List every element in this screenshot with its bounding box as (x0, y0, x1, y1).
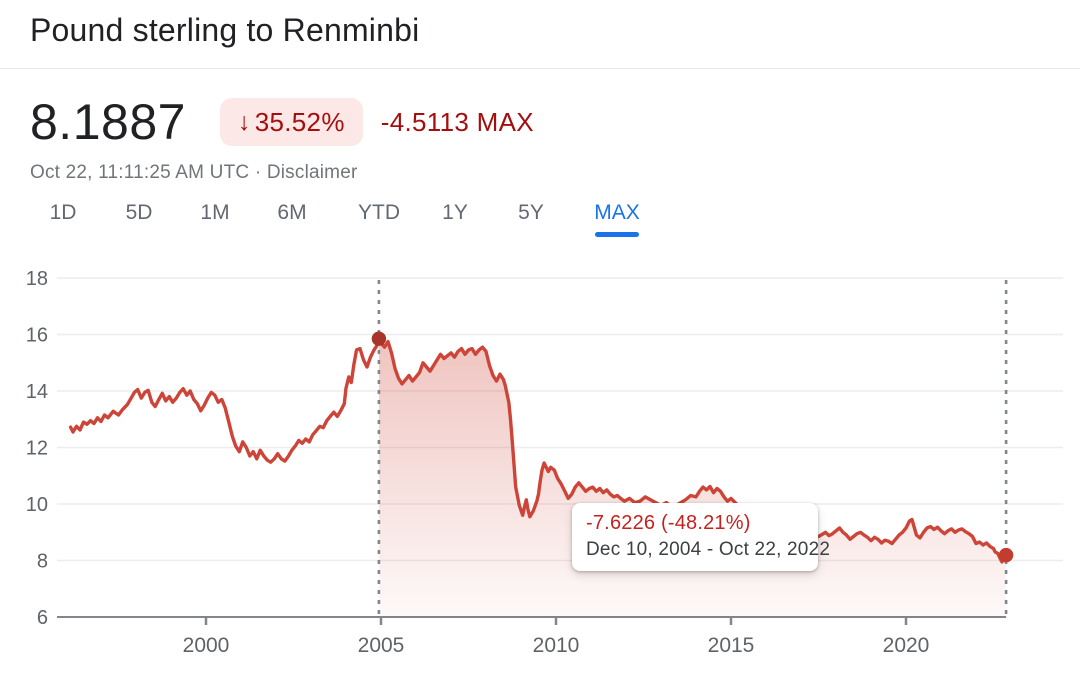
y-axis-label-8: 8 (37, 551, 48, 573)
y-axis-label-10: 10 (26, 494, 48, 516)
change-percent-value: 35.52% (254, 106, 345, 137)
selection-area-fill (378, 338, 1007, 617)
y-axis-label-12: 12 (26, 438, 48, 460)
tab-1y[interactable]: 1Y (427, 200, 483, 240)
header-divider (0, 68, 1080, 69)
tab-label: YTD (358, 201, 400, 224)
chart-tooltip: -7.6226 (-48.21%) Dec 10, 2004 - Oct 22,… (572, 503, 831, 571)
y-axis-label-14: 14 (26, 381, 48, 403)
x-axis-label-2015: 2015 (708, 634, 755, 657)
tooltip-date-range: Dec 10, 2004 - Oct 22, 2022 (586, 539, 831, 560)
quote-row: 8.1887 ↓ 35.52% -4.5113 MAX (30, 96, 534, 148)
tab-label: 1Y (442, 201, 468, 224)
meta-separator: · (254, 162, 262, 183)
tab-label: 5Y (518, 201, 544, 224)
tab-label: 1D (49, 201, 77, 224)
tooltip-change: -7.6226 (-48.21%) (586, 512, 751, 534)
tab-5y[interactable]: 5Y (483, 200, 579, 240)
tab-6m[interactable]: 6M (253, 200, 331, 240)
tab-1m[interactable]: 1M (177, 200, 253, 240)
x-axis-label-2010: 2010 (533, 634, 580, 657)
tab-1d[interactable]: 1D (25, 200, 101, 240)
range-start-marker-dot (371, 331, 387, 346)
y-axis-label-16: 16 (26, 325, 48, 347)
change-percent-badge: ↓ 35.52% (219, 98, 363, 146)
tab-ytd[interactable]: YTD (331, 200, 427, 240)
tab-max[interactable]: MAX (579, 200, 655, 240)
y-axis-label-6: 6 (37, 607, 48, 629)
tab-label: 5D (125, 201, 153, 224)
page-title: Pound sterling to Renminbi (30, 12, 420, 48)
range-end-marker-dot (998, 547, 1014, 563)
timestamp: Oct 22, 11:11:25 AM UTC (30, 162, 250, 183)
time-range-tabs: 1D 5D 1M 6M YTD 1Y 5Y MAX (25, 200, 655, 240)
tab-label: 6M (277, 201, 307, 224)
x-axis-label-2005: 2005 (358, 634, 405, 657)
change-absolute-value: -4.5113 (380, 106, 470, 137)
chart-area: 18 16 14 12 10 8 6 2000 2005 2010 2015 2020 -7.6226… (0, 252, 1080, 682)
tab-5d[interactable]: 5D (101, 200, 177, 240)
exchange-rate-chart[interactable]: 18 16 14 12 10 8 6 2000 2005 2010 2015 2020 (0, 252, 1080, 682)
x-axis-label-2020: 2020 (883, 634, 930, 657)
y-axis-label-18: 18 (26, 268, 48, 290)
disclaimer-link[interactable]: Disclaimer (266, 162, 358, 183)
change-period-label: MAX (476, 106, 534, 137)
tab-label: 1M (200, 201, 230, 224)
current-price: 8.1887 (30, 94, 186, 150)
active-tab-underline (595, 232, 639, 237)
quote-meta: Oct 22, 11:11:25 AM UTC · Disclaimer (30, 162, 358, 184)
tab-label: MAX (594, 201, 640, 224)
x-axis-label-2000: 2000 (183, 634, 230, 657)
price-line (68, 337, 1008, 564)
down-arrow-icon: ↓ (237, 107, 251, 136)
change-absolute: -4.5113 MAX (381, 107, 534, 138)
